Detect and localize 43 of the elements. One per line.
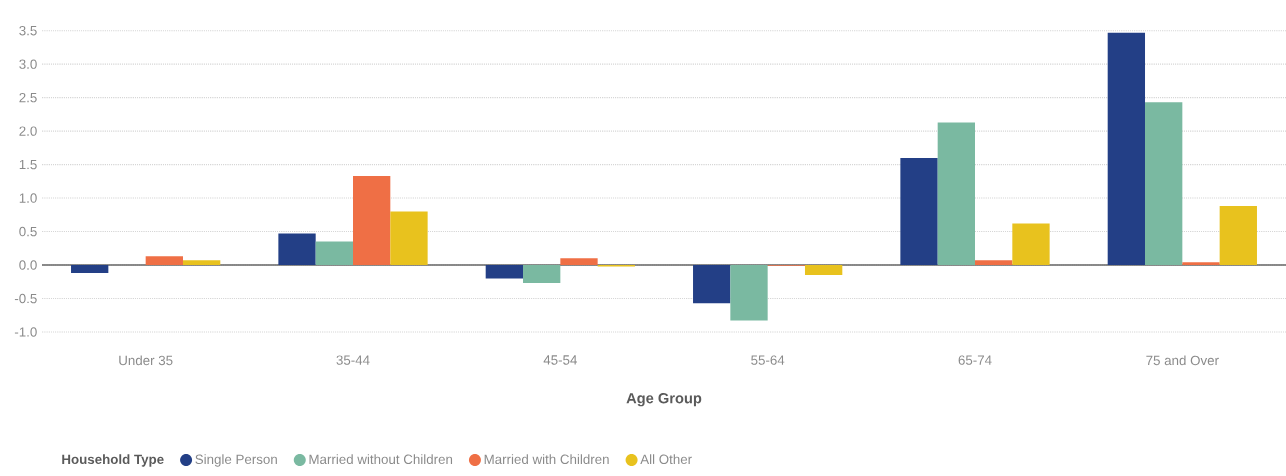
legend-label: All Other: [640, 454, 692, 465]
legend-title: Household Type: [62, 454, 164, 467]
x-tick-label: Under 35: [119, 355, 173, 366]
bar: [315, 241, 353, 266]
y-tick-label: -0.5: [14, 293, 37, 304]
y-tick-label: 1.5: [19, 159, 37, 170]
bar: [1182, 262, 1220, 266]
bar: [730, 265, 768, 321]
x-tick-label: 75 and Over: [1146, 355, 1219, 366]
bar: [353, 175, 391, 266]
y-tick-label: 3.5: [19, 25, 37, 36]
x-tick-label: 55-64: [751, 355, 785, 365]
bar: [1145, 102, 1183, 266]
bar: [693, 265, 731, 304]
bar: [278, 233, 316, 266]
y-tick-label: 0.5: [19, 226, 37, 237]
bar: [182, 260, 221, 266]
legend-label: Married without Children: [309, 454, 453, 465]
y-tick-label: 1.0: [19, 193, 37, 203]
bar: [804, 265, 843, 276]
x-axis-title: Age Group: [626, 393, 702, 407]
y-tick-label: 2.5: [19, 92, 37, 103]
bar: [1219, 206, 1257, 266]
y-tick-label: -1.0: [14, 327, 37, 337]
y-tick-label: 0.0: [19, 260, 37, 270]
y-tick-label: 2.0: [19, 126, 37, 136]
y-tick-label: 3.0: [19, 59, 37, 69]
x-tick-label: 45-54: [543, 355, 577, 365]
bar: [560, 258, 598, 266]
legend-label: Single Person: [195, 454, 277, 467]
x-tick-label: 65-74: [958, 355, 992, 365]
bar: [937, 122, 975, 266]
bar: [975, 260, 1013, 266]
legend-label: Married with Children: [484, 454, 609, 465]
bar: [1107, 32, 1146, 266]
bar: [523, 265, 561, 284]
bar: [485, 265, 524, 279]
bar: [71, 265, 109, 274]
bar: [390, 211, 428, 266]
bar: [900, 157, 938, 266]
bar: [1012, 223, 1050, 266]
x-tick-label: 35-44: [336, 355, 370, 365]
bar: [145, 256, 183, 266]
